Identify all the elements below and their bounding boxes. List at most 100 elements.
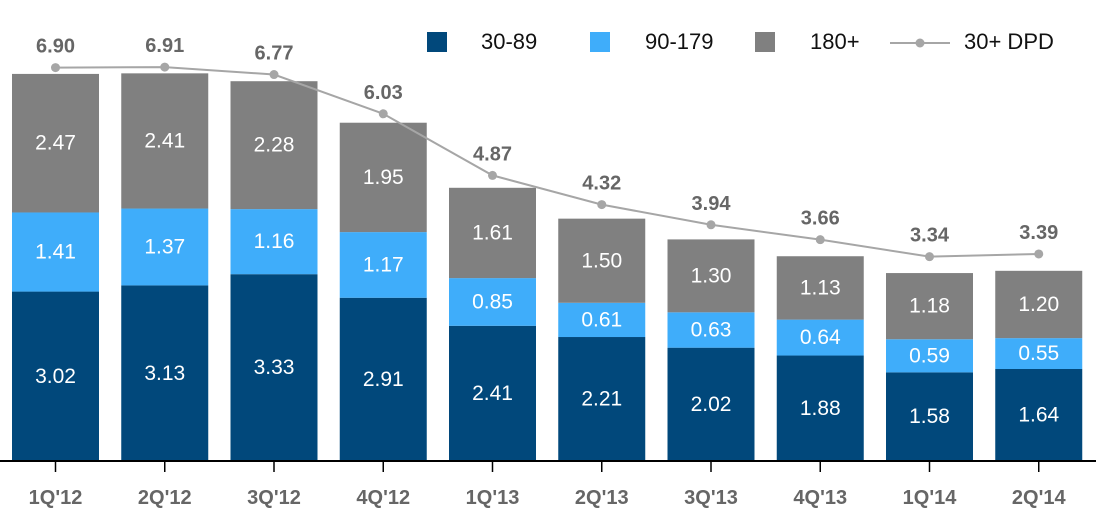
bar-segment-180+ xyxy=(558,218,646,303)
line-30-dpd xyxy=(55,66,1039,258)
bar-segment-180+ xyxy=(230,81,318,210)
bar-segment-180+ xyxy=(776,256,864,320)
segment-label: 1.50 xyxy=(581,249,622,272)
x-axis-ticks: 1Q'12 2Q'12 3Q'12 4Q'12 1Q'13 2Q'13 3Q'13 4Q'13… xyxy=(29,461,1067,509)
bar-segment-180+ xyxy=(339,122,427,233)
segment-label: 2.91 xyxy=(363,368,404,391)
bar-segment-90-179 xyxy=(449,278,536,326)
line-point xyxy=(488,170,497,180)
line-value-label: 6.77 xyxy=(255,43,294,65)
segment-label: 1.64 xyxy=(1018,404,1059,427)
segment-label: 3.13 xyxy=(144,362,185,385)
segment-label: 0.85 xyxy=(472,291,513,314)
segment-label: 1.95 xyxy=(363,166,404,189)
bar-segment-30-89 xyxy=(558,337,646,461)
line-layer: 6.90 6.91 6.77 6.03 4.87 4.32 3.94 3.66 3.34 3.39 xyxy=(36,35,1058,262)
bar-segment-90-179 xyxy=(995,338,1083,369)
bar-segment-30-89 xyxy=(995,368,1083,461)
line-value-label: 3.34 xyxy=(910,225,950,247)
x-tick-label: 3Q'13 xyxy=(684,487,738,509)
segment-label: 3.02 xyxy=(35,365,76,388)
line-value-label: 3.66 xyxy=(801,208,840,230)
segment-label: 0.64 xyxy=(800,326,841,349)
bar-segment-90-179 xyxy=(12,212,99,292)
x-tick-label: 2Q'12 xyxy=(138,487,192,509)
line-value-label: 6.91 xyxy=(145,35,184,57)
legend: 30-89 90-179 180+ 30+ DPD xyxy=(427,29,1054,54)
bar-segment-180+ xyxy=(449,187,536,279)
x-tick-label: 1Q'12 xyxy=(29,487,83,509)
segment-label: 2.21 xyxy=(581,388,622,411)
segment-label: 1.58 xyxy=(909,405,950,428)
segment-label: 2.41 xyxy=(472,382,513,405)
segment-label: 1.37 xyxy=(144,236,185,259)
segment-label: 2.41 xyxy=(144,129,185,152)
legend-label-180-plus: 180+ xyxy=(810,29,860,54)
bar-segment-180+ xyxy=(667,239,755,313)
segment-label: 1.16 xyxy=(254,230,295,253)
bar-segment-90-179 xyxy=(230,209,318,275)
segment-label: 2.47 xyxy=(35,132,76,155)
segment-label: 0.55 xyxy=(1018,342,1059,365)
line-point xyxy=(815,235,825,245)
segment-label: 1.30 xyxy=(691,264,732,287)
segment-label: 3.33 xyxy=(254,356,295,379)
bar-segment-30-89 xyxy=(121,285,209,461)
bars-layer: 3.02 1.41 2.47 3.13 1.37 2.41 3.33 1.16 2.28 2.91… xyxy=(12,73,1083,461)
x-tick-label: 2Q'13 xyxy=(575,487,629,509)
segment-label: 2.02 xyxy=(691,393,732,416)
bar-segment-180+ xyxy=(12,73,99,213)
bar-segment-180+ xyxy=(995,270,1083,339)
bar-segment-30-89 xyxy=(886,372,973,461)
line-point xyxy=(269,70,279,80)
segment-label: 0.59 xyxy=(909,344,950,367)
segment-label: 1.61 xyxy=(472,222,513,245)
line-point xyxy=(51,63,60,73)
bar-segment-90-179 xyxy=(667,312,755,348)
line-point xyxy=(597,200,607,210)
segment-label: 2.28 xyxy=(254,134,295,157)
bar-segment-30-89 xyxy=(339,297,427,461)
legend-label-90-179: 90-179 xyxy=(645,29,714,54)
segment-label: 0.61 xyxy=(581,308,622,331)
line-value-label: 6.03 xyxy=(364,82,403,104)
legend-swatch-30-89 xyxy=(427,32,447,52)
segment-label: 1.20 xyxy=(1018,293,1059,316)
bar-segment-90-179 xyxy=(121,208,209,286)
bar-segment-30-89 xyxy=(776,355,864,461)
bar-segment-30-89 xyxy=(230,274,318,461)
x-tick-label: 2Q'14 xyxy=(1012,487,1067,509)
x-tick-label: 4Q'12 xyxy=(356,487,410,509)
bar-segment-90-179 xyxy=(339,232,427,298)
segment-label: 1.18 xyxy=(909,295,950,318)
bar-segment-180+ xyxy=(886,273,973,340)
segment-label: 1.13 xyxy=(800,276,841,299)
legend-marker-30-dpd xyxy=(915,38,925,48)
segment-label: 1.88 xyxy=(800,397,841,420)
line-point xyxy=(160,62,170,72)
bar-segment-90-179 xyxy=(558,302,646,338)
line-value-label: 4.87 xyxy=(473,143,512,165)
bar-segment-30-89 xyxy=(667,347,755,461)
x-tick-label: 4Q'13 xyxy=(793,487,847,509)
legend-label-30-89: 30-89 xyxy=(481,29,537,54)
legend-swatch-180-plus xyxy=(755,32,775,52)
x-tick-label: 3Q'12 xyxy=(247,487,301,509)
x-tick-label: 1Q'13 xyxy=(466,487,520,509)
line-point xyxy=(706,220,716,230)
segment-label: 1.17 xyxy=(363,253,404,276)
bar-segment-30-89 xyxy=(449,325,536,461)
x-tick-label: 1Q'14 xyxy=(903,487,958,509)
line-value-label: 3.94 xyxy=(692,193,732,215)
legend-swatch-90-179 xyxy=(590,32,610,52)
line-point xyxy=(925,252,934,262)
legend-label-30-dpd: 30+ DPD xyxy=(964,29,1054,54)
line-point xyxy=(378,109,388,119)
line-value-label: 4.32 xyxy=(582,173,621,195)
line-value-label: 6.90 xyxy=(36,36,75,58)
bar-segment-90-179 xyxy=(776,319,864,356)
line-value-label: 3.39 xyxy=(1019,222,1058,244)
bar-segment-90-179 xyxy=(886,339,973,373)
bar-segment-180+ xyxy=(121,73,209,209)
